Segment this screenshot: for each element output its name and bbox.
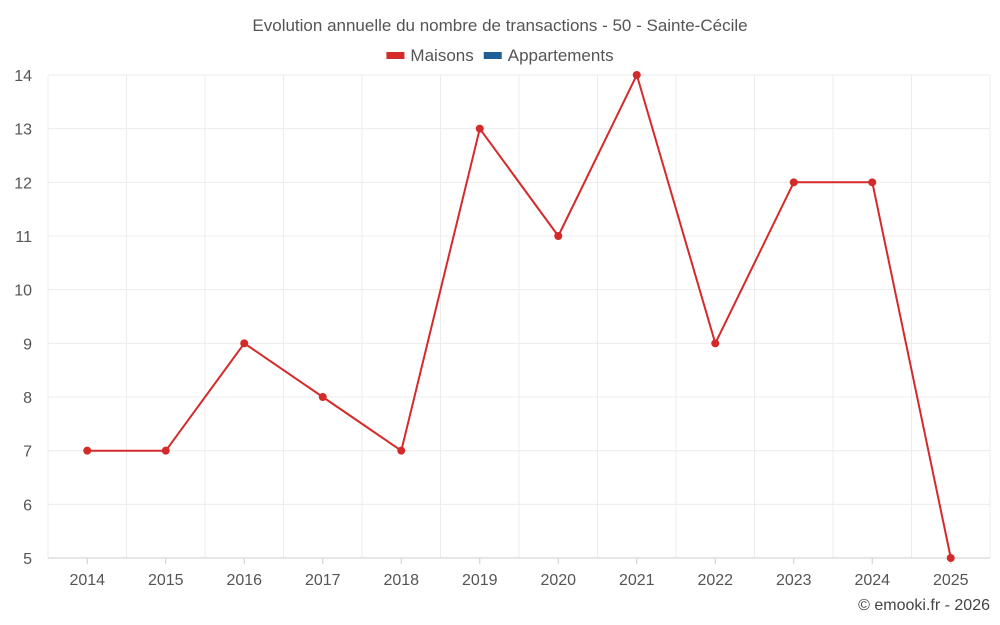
y-tick-label: 12 [14, 175, 32, 192]
data-point[interactable] [946, 554, 955, 562]
x-tick-label: 2023 [776, 572, 812, 589]
data-point[interactable] [161, 446, 170, 455]
y-tick-label: 5 [23, 551, 32, 568]
chart-legend: Maisons Appartements [386, 46, 614, 65]
y-tick-label: 10 [14, 283, 32, 300]
x-tick-label: 2017 [305, 572, 341, 589]
y-axis: 5 6 7 8 9 10 11 12 13 14 [14, 68, 32, 568]
x-tick-label: 2019 [462, 572, 498, 589]
chart-series [83, 71, 955, 562]
series-line-maisons [87, 74, 952, 559]
legend-swatch[interactable] [386, 52, 405, 59]
x-tick-label: 2020 [540, 572, 576, 589]
legend-swatch[interactable] [483, 52, 502, 59]
y-tick-label: 13 [14, 122, 32, 139]
x-tick-label: 2015 [148, 572, 184, 589]
legend-label: Appartements [508, 46, 614, 65]
x-axis: 2014 2015 2016 2017 2018 2019 2020 2021 2022 2023… [48, 557, 990, 589]
data-point[interactable] [632, 71, 641, 79]
x-tick-label: 2024 [854, 572, 890, 589]
chart-title: Evolution annuelle du nombre de transact… [252, 16, 747, 35]
x-tick-label: 2016 [226, 572, 262, 589]
legend-label: Maisons [410, 46, 473, 65]
data-point[interactable] [475, 124, 484, 133]
data-point[interactable] [240, 339, 249, 348]
x-tick-label: 2014 [69, 572, 105, 589]
x-tick-label: 2025 [933, 572, 969, 589]
y-tick-label: 8 [23, 390, 32, 407]
y-tick-label: 9 [23, 336, 32, 353]
y-tick-label: 14 [14, 68, 32, 85]
x-tick-label: 2018 [383, 572, 419, 589]
data-point[interactable] [789, 178, 798, 187]
x-tick-label: 2021 [619, 572, 655, 589]
data-point[interactable] [711, 339, 720, 348]
chart-grid [47, 74, 991, 559]
x-tick-label: 2022 [697, 572, 733, 589]
data-point[interactable] [554, 232, 563, 240]
y-tick-label: 11 [15, 229, 32, 246]
data-point[interactable] [868, 178, 877, 187]
data-point[interactable] [83, 446, 92, 455]
y-tick-label: 7 [23, 444, 32, 461]
data-point[interactable] [397, 446, 406, 455]
credit-text: © emooki.fr - 2026 [858, 597, 990, 614]
y-tick-label: 6 [23, 497, 32, 514]
data-point[interactable] [318, 393, 327, 401]
